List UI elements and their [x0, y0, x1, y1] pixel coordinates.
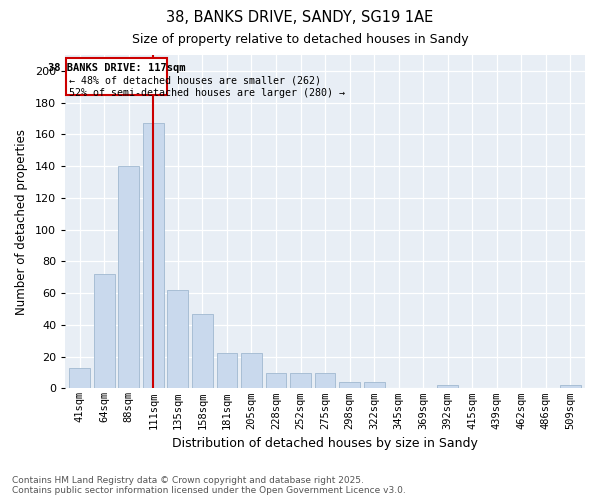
Bar	[290, 372, 311, 388]
Bar	[143, 124, 164, 388]
Bar	[70, 368, 90, 388]
Text: Size of property relative to detached houses in Sandy: Size of property relative to detached ho…	[131, 32, 469, 46]
Bar	[167, 290, 188, 388]
Text: Contains HM Land Registry data © Crown copyright and database right 2025.
Contai: Contains HM Land Registry data © Crown c…	[12, 476, 406, 495]
Bar	[364, 382, 385, 388]
X-axis label: Distribution of detached houses by size in Sandy: Distribution of detached houses by size …	[172, 437, 478, 450]
Bar	[241, 354, 262, 388]
Bar	[339, 382, 360, 388]
Bar	[94, 274, 115, 388]
Bar	[217, 354, 238, 388]
Bar	[266, 372, 286, 388]
Bar	[118, 166, 139, 388]
FancyBboxPatch shape	[67, 58, 167, 94]
Text: 38, BANKS DRIVE, SANDY, SG19 1AE: 38, BANKS DRIVE, SANDY, SG19 1AE	[166, 10, 434, 25]
Text: 38 BANKS DRIVE: 117sqm: 38 BANKS DRIVE: 117sqm	[48, 63, 185, 73]
Text: ← 48% of detached houses are smaller (262): ← 48% of detached houses are smaller (26…	[69, 76, 321, 86]
Bar	[314, 372, 335, 388]
Y-axis label: Number of detached properties: Number of detached properties	[15, 128, 28, 314]
Bar	[560, 385, 581, 388]
Text: 52% of semi-detached houses are larger (280) →: 52% of semi-detached houses are larger (…	[69, 88, 345, 99]
Bar	[192, 314, 213, 388]
Bar	[437, 385, 458, 388]
